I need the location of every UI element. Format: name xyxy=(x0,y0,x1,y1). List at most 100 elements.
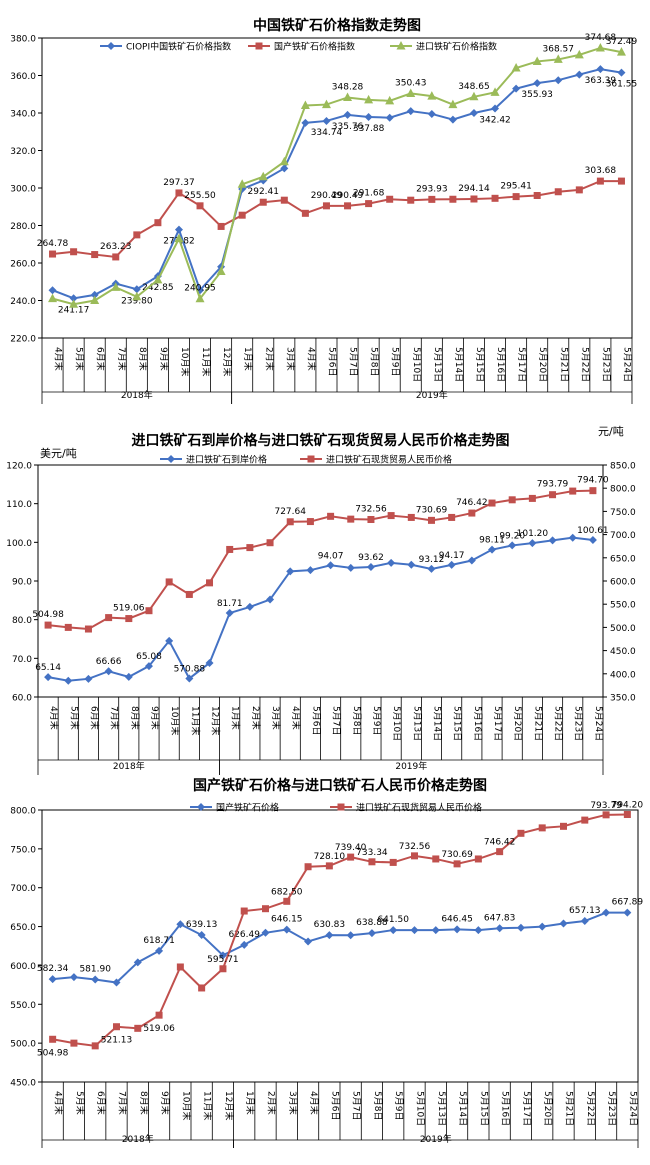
chart-ciopi-index: 中国铁矿石价格指数走势图 220.0 240.0 260.0 280.0 300.0 320… xyxy=(10,17,638,404)
data-label: 291.68 xyxy=(353,189,385,199)
y2-tick-label: 500.0 xyxy=(610,624,636,634)
data-label: 93.62 xyxy=(358,553,384,563)
x-tick-label: 5月10日 xyxy=(411,347,422,382)
y-tick-label: 380.0 xyxy=(10,35,36,45)
y-axis-unit-right: 元/吨 xyxy=(598,425,624,438)
y-tick-label: 450.0 xyxy=(10,1079,36,1089)
y2-tick-label: 850.0 xyxy=(610,462,636,472)
data-label: 682.50 xyxy=(271,887,303,897)
data-label: 374.68 xyxy=(585,33,617,43)
data-label: 361.55 xyxy=(606,80,638,90)
y-tick-label: 750.0 xyxy=(10,845,36,855)
x-tick-label: 11月末 xyxy=(200,347,212,376)
series-1-point xyxy=(517,829,525,837)
series-0-point xyxy=(528,539,537,548)
series-1-point xyxy=(448,513,456,521)
data-label: 240.95 xyxy=(184,284,216,294)
series-0-point xyxy=(91,975,100,984)
x-tick-label: 8月末 xyxy=(129,706,141,730)
series-1-point xyxy=(176,963,184,971)
data-label: 646.45 xyxy=(441,914,473,924)
data-label: 263.23 xyxy=(100,242,132,252)
x-tick-label: 5月23日 xyxy=(600,347,611,382)
x-tick-label: 5月9日 xyxy=(371,706,382,735)
x-tick-label: 11月末 xyxy=(189,706,201,735)
y-tick-label: 90.0 xyxy=(12,578,32,588)
x-tick-label: 2月末 xyxy=(250,706,262,730)
y-tick-label: 110.0 xyxy=(6,500,32,510)
series-1-point xyxy=(105,614,113,622)
series-1-point xyxy=(91,251,99,259)
series-1-point xyxy=(427,516,435,524)
legend-swatch-marker xyxy=(307,455,315,463)
data-label: 667.89 xyxy=(612,898,644,908)
series-0-point xyxy=(491,104,500,113)
data-label: 348.65 xyxy=(458,82,490,92)
series-0-point xyxy=(144,662,153,671)
y-tick-label: 550.0 xyxy=(10,1001,36,1011)
x-tick-label: 5月24日 xyxy=(627,1091,638,1126)
data-label: 504.98 xyxy=(32,610,64,620)
series-line-1 xyxy=(52,180,622,258)
series-0-point xyxy=(301,118,310,127)
series-2-point xyxy=(427,91,437,100)
series-0-point xyxy=(559,919,568,928)
y2-tick-label: 350.0 xyxy=(610,694,636,704)
series-0-point xyxy=(467,556,476,565)
series-0-point xyxy=(133,958,142,967)
year-label: 2018年 xyxy=(122,1133,154,1145)
series-1-point xyxy=(238,211,246,219)
series-1-point xyxy=(365,200,373,208)
series-1-point xyxy=(575,186,583,194)
x-tick-label: 3月末 xyxy=(284,347,296,371)
series-1-point xyxy=(301,209,309,217)
series-1-point xyxy=(84,625,92,633)
x-tick-label: 5月23日 xyxy=(573,706,584,741)
x-tick-label: 9月末 xyxy=(149,706,161,730)
series-1-point xyxy=(325,862,333,870)
x-tick-label: 5月15日 xyxy=(478,1091,489,1126)
series-1-point xyxy=(596,177,604,185)
series-2-point xyxy=(490,87,500,96)
series-1-point xyxy=(266,539,274,547)
legend-label: CIOPI中国铁矿石价格指数 xyxy=(126,41,231,53)
x-tick-label: 5月20日 xyxy=(542,1091,553,1126)
series-2-point xyxy=(216,266,226,275)
x-tick-label: 7月末 xyxy=(116,347,128,371)
series-0-point xyxy=(495,924,504,933)
data-label: 100.61 xyxy=(577,526,609,536)
y-tick-label: 280.0 xyxy=(10,222,36,232)
x-tick-label: 5月21日 xyxy=(564,1091,575,1126)
x-tick-label: 5月16日 xyxy=(472,706,483,741)
data-label: 581.90 xyxy=(79,964,111,974)
y2-tick-label: 400.0 xyxy=(610,670,636,680)
data-label: 98.11 xyxy=(479,536,505,546)
series-0-point xyxy=(588,535,597,544)
data-label: 65.14 xyxy=(35,663,61,673)
series-1-point xyxy=(549,491,557,499)
y2-tick-label: 550.0 xyxy=(610,601,636,611)
series-1-point xyxy=(347,515,355,523)
series-0-point xyxy=(240,940,249,949)
series-2-point xyxy=(616,47,626,56)
year-label: 2018年 xyxy=(121,389,153,401)
y-tick-label: 260.0 xyxy=(10,260,36,270)
series-1-point xyxy=(411,852,418,860)
x-tick-label: 5月6日 xyxy=(329,1091,340,1120)
series-1-point xyxy=(165,578,173,586)
series-2-point xyxy=(574,49,584,59)
series-0-point xyxy=(205,658,214,667)
y-tick-label: 650.0 xyxy=(10,923,36,933)
series-2-point xyxy=(174,233,184,243)
series-0-point xyxy=(469,109,478,117)
x-tick-label: 5月13日 xyxy=(432,347,443,382)
series-1-point xyxy=(554,188,562,196)
series-0-point xyxy=(516,923,525,932)
x-tick-label: 11月末 xyxy=(202,1091,214,1120)
x-tick-label: 5月24日 xyxy=(621,347,632,382)
x-tick-label: 5月13日 xyxy=(411,706,422,741)
data-label: 794.70 xyxy=(577,476,609,486)
y-tick-label: 300.0 xyxy=(10,185,36,195)
data-label: 746.42 xyxy=(456,498,488,508)
